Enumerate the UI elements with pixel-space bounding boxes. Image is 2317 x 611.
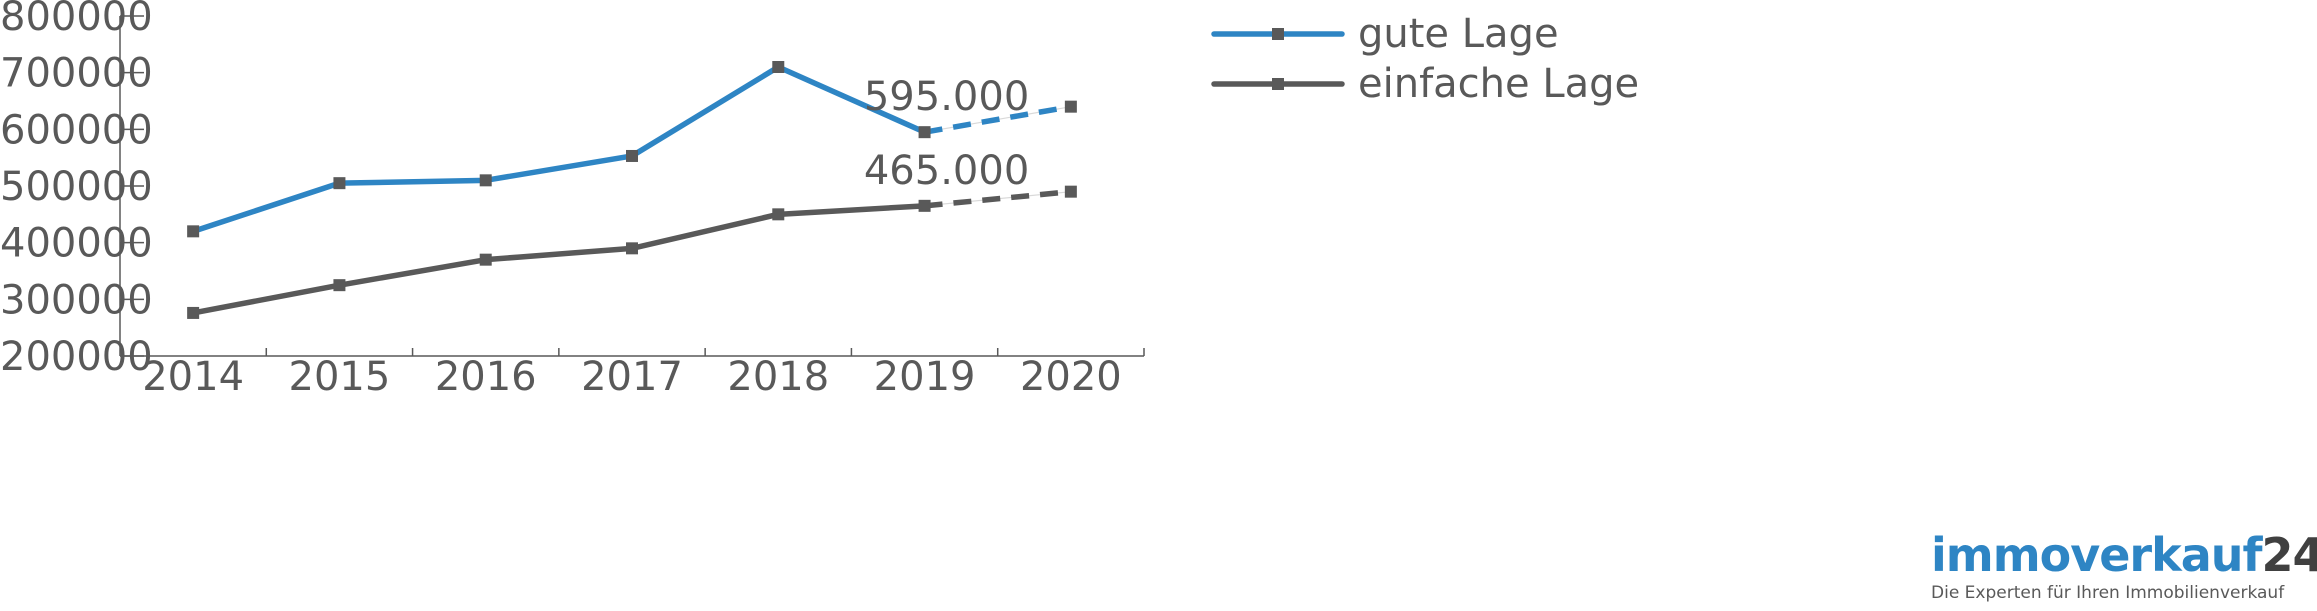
x-tick-label: 2017 — [581, 354, 683, 400]
data-point-gute-lage — [187, 225, 200, 238]
series-line-gute-lage — [190, 64, 928, 235]
y-tick-label: 500000 — [0, 164, 153, 210]
x-tick-label: 2015 — [289, 354, 391, 400]
y-tick-label: 400000 — [0, 221, 153, 267]
legend-label: einfache Lage — [1358, 61, 1639, 107]
data-label: 465.000 — [864, 148, 1029, 194]
projection-line-einfache-lage — [924, 188, 1072, 209]
y-tick-label: 800000 — [0, 0, 153, 40]
brand-tagline: Die Experten für Ihren Immobilienverkauf — [1931, 583, 2285, 603]
data-point-gute-lage — [772, 61, 785, 73]
data-point-einfache-lage — [918, 199, 931, 212]
data-point-einfache-lage — [187, 306, 200, 319]
brand-logo: immoverkauf24 Die Experten für Ihren Imm… — [1931, 528, 2317, 603]
y-tick-label: 700000 — [0, 51, 153, 97]
series-line-einfache-lage — [190, 203, 928, 316]
x-tick-label: 2016 — [435, 354, 537, 400]
legend-label: gute Lage — [1358, 11, 1559, 57]
data-label: 595.000 — [864, 74, 1029, 120]
brand-name-number: 24 — [2261, 528, 2317, 582]
x-tick-label: 2019 — [874, 354, 976, 400]
brand-name-text: immoverkauf — [1931, 528, 2262, 582]
data-point-einfache-lage — [626, 242, 638, 255]
data-point-einfache-lage — [333, 279, 346, 292]
legend-marker — [1272, 78, 1284, 90]
data-point-einfache-lage — [772, 208, 785, 221]
x-tick-label: 2020 — [1020, 354, 1122, 400]
x-tick-label: 2018 — [727, 354, 829, 400]
data-point-gute-lage — [918, 126, 931, 139]
data-point-einfache-lage — [1064, 185, 1077, 198]
brand-name: immoverkauf24 — [1931, 528, 2317, 582]
y-tick-label: 200000 — [0, 334, 153, 380]
data-point-gute-lage — [1064, 100, 1077, 113]
legend-marker — [1272, 28, 1284, 40]
projection-line-gute-lage — [924, 103, 1072, 135]
data-point-gute-lage — [626, 149, 638, 162]
data-point-gute-lage — [479, 174, 492, 187]
y-tick-label: 600000 — [0, 107, 153, 153]
data-point-gute-lage — [333, 177, 346, 190]
x-tick-label: 2014 — [142, 354, 244, 400]
data-point-einfache-lage — [479, 253, 492, 266]
y-tick-label: 300000 — [0, 277, 153, 323]
